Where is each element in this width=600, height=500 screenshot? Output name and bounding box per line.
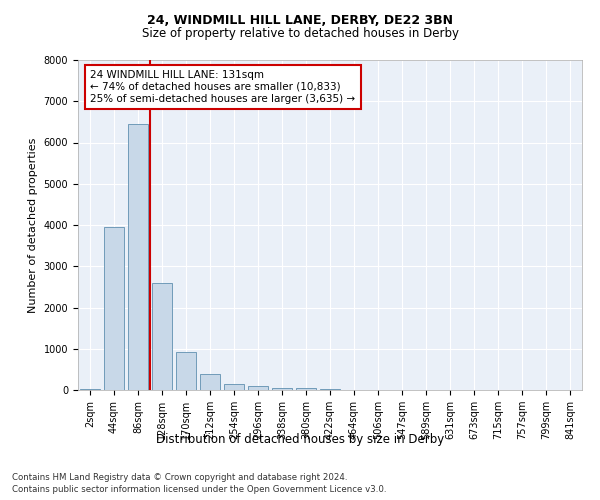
Bar	[272, 388, 292, 390]
Y-axis label: Number of detached properties: Number of detached properties	[28, 138, 38, 312]
Bar	[104, 227, 124, 390]
Bar	[320, 389, 340, 390]
Text: 24 WINDMILL HILL LANE: 131sqm
← 74% of detached houses are smaller (10,833)
25% : 24 WINDMILL HILL LANE: 131sqm ← 74% of d…	[91, 70, 356, 104]
Bar	[296, 388, 316, 390]
Bar	[248, 386, 268, 390]
Text: 24, WINDMILL HILL LANE, DERBY, DE22 3BN: 24, WINDMILL HILL LANE, DERBY, DE22 3BN	[147, 14, 453, 27]
Bar	[200, 374, 220, 390]
Text: Distribution of detached houses by size in Derby: Distribution of detached houses by size …	[156, 432, 444, 446]
Bar	[224, 384, 244, 390]
Bar	[176, 352, 196, 390]
Text: Size of property relative to detached houses in Derby: Size of property relative to detached ho…	[142, 28, 458, 40]
Bar	[152, 283, 172, 390]
Text: Contains HM Land Registry data © Crown copyright and database right 2024.: Contains HM Land Registry data © Crown c…	[12, 472, 347, 482]
Text: Contains public sector information licensed under the Open Government Licence v3: Contains public sector information licen…	[12, 485, 386, 494]
Bar	[80, 389, 100, 390]
Bar	[128, 124, 148, 390]
